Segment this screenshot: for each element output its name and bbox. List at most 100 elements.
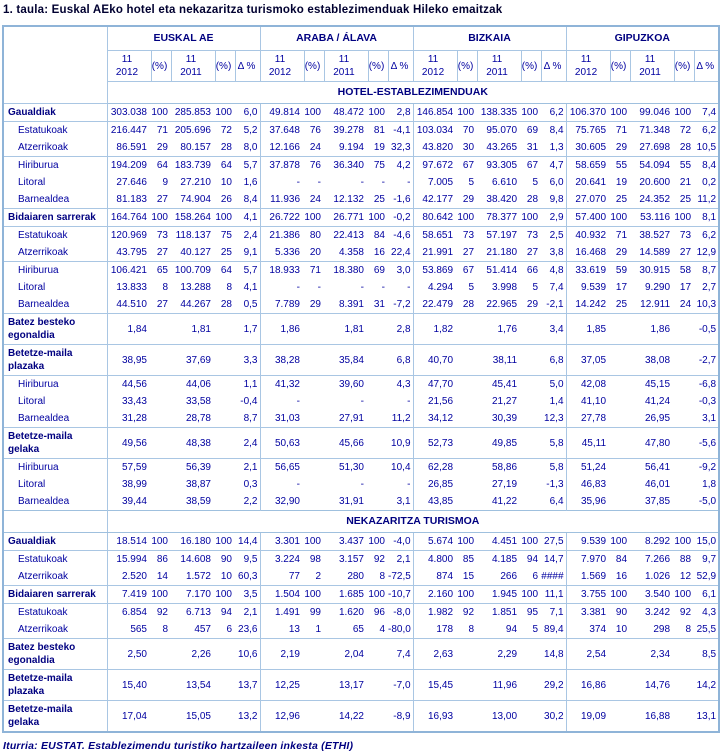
data-cell: 90 [610,603,631,621]
data-cell [457,375,478,393]
data-cell: - [259,393,304,410]
data-cell: - [259,279,304,296]
table-row: Estatukoak 15.994 86 14.608 90 9,5 3.224 98 3.15… [3,550,720,568]
data-cell: 31,28 [106,410,151,428]
data-cell: 9 [162,177,168,188]
data-cell: 21 [679,177,692,188]
data-cell: 84 [610,550,631,568]
row-label: Litoral [3,476,108,493]
data-cell: 100 [368,103,388,122]
data-cell: 37,05 [565,344,611,376]
data-cell: 3.381 [565,603,611,621]
data-cell: 41,22 [491,496,518,507]
table-row: Atzerrikoak 86.591 29 80.157 28 8,0 12.166 24 9.… [3,139,719,157]
data-cell [521,458,542,476]
data-cell: 57,59 [106,458,151,476]
table-row: Betetze-maila plazaka 15,40 13,54 13,7 12,25… [3,669,720,701]
data-cell [368,313,388,345]
data-cell: -9,2 [694,458,720,476]
data-cell: 5,7 [235,261,260,279]
data-cell: 1.572 [185,571,211,582]
row-label: Estatukoak [3,121,108,139]
data-cell [610,669,631,701]
data-cell: 12,3 [544,413,564,424]
data-cell: 2,5 [541,226,567,244]
data-cell: 100 [151,532,171,551]
data-cell: 47,80 [630,427,675,459]
data-cell [521,375,542,393]
data-cell: 27 [156,247,168,258]
data-cell: 96 [368,603,388,621]
data-cell: 22.965 [486,299,518,310]
row-label: Atzerrikoak [3,568,108,586]
header-row-groups: EUSKAL AE ARABA / ÁLAVA BIZKAIA GIPUZKOA [3,26,720,104]
data-cell [151,493,171,511]
data-cell [521,393,541,410]
data-cell: 1,8 [702,479,717,490]
data-cell: 4.451 [477,532,522,551]
data-cell: 100 [674,532,695,551]
data-cell: 8 [162,624,168,635]
data-cell: 45,41 [477,375,522,393]
data-cell: -5,0 [698,496,717,507]
data-cell: -4,1 [388,121,414,139]
data-cell: - [259,476,304,493]
data-cell: 100 [215,103,235,122]
data-cell [521,669,542,701]
data-cell: 12.911 [640,299,671,310]
data-cell [368,669,388,701]
data-cell: 59 [610,261,631,279]
data-cell: 27 [526,247,539,258]
data-cell: 57.197 [477,226,522,244]
data-cell: 7,4 [549,282,564,293]
table-row: Batez besteko egonaldia 2,50 2,26 10,6 2,19 2… [3,638,720,670]
data-cell [521,638,542,670]
data-cell [368,393,388,410]
data-cell: 216.447 [106,121,151,139]
data-cell: - [407,282,411,293]
data-cell: 6.713 [171,603,215,621]
data-cell: 2.160 [412,585,458,604]
data-cell: 9.539 [565,279,611,296]
data-cell: 25 [615,299,628,310]
data-cell: 48,38 [171,427,215,459]
data-cell: 7.170 [171,585,215,604]
data-cell: 42.177 [412,191,458,209]
data-cell [674,410,694,428]
data-cell: 23,6 [238,624,258,635]
data-cell: 71 [304,261,324,279]
data-cell: 39,44 [106,493,151,511]
column-subheader: (%) [673,50,695,82]
data-cell: - [317,282,321,293]
data-cell: 1,81 [171,313,215,345]
data-cell: 46,83 [565,476,611,493]
data-cell: 5,7 [235,156,260,174]
data-cell: - [259,174,304,191]
data-cell: 52,9 [696,571,717,582]
data-cell: 1,81 [324,313,368,345]
data-cell: - [360,396,364,407]
data-cell: -0,3 [698,396,717,407]
data-cell: 73 [674,226,695,244]
data-cell: 100 [521,532,542,551]
data-cell: 37,69 [171,344,215,376]
data-cell: 10,3 [696,299,717,310]
data-cell: -6,8 [694,375,720,393]
data-cell [215,393,235,410]
data-cell: 1,84 [106,313,151,345]
data-cell: 8 [162,282,168,293]
data-cell: 100 [151,103,171,122]
data-cell: 21,27 [491,396,518,407]
row-label: Estatukoak [3,550,108,568]
data-cell: 17 [615,282,628,293]
data-cell: 100 [457,103,478,122]
data-cell: 50,63 [259,427,304,459]
row-label: Batez besteko egonaldia [3,313,108,345]
data-cell: 16,86 [565,669,611,701]
data-cell: 0,2 [702,177,717,188]
data-cell: 30.915 [630,261,675,279]
data-cell: 2,7 [702,282,717,293]
data-cell: 1,6 [243,177,258,188]
data-cell: - [407,396,411,407]
data-cell: 29 [526,299,539,310]
